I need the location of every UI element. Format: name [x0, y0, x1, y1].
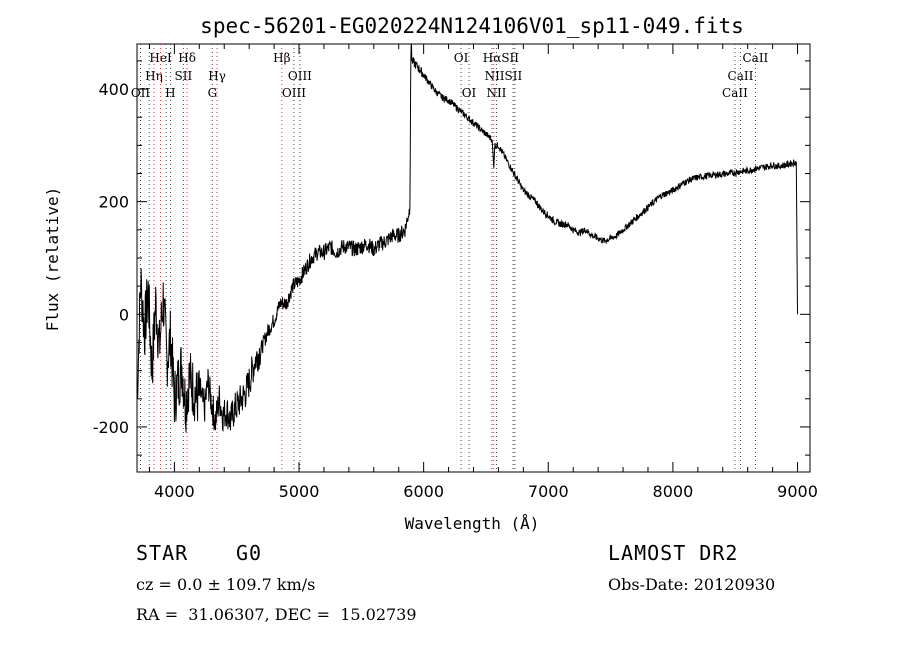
object-subclass: G0	[236, 541, 263, 565]
line-label: SII	[175, 69, 193, 83]
x-tick-label: 5000	[279, 482, 320, 501]
line-label: Hη	[145, 69, 163, 83]
line-label: HeI	[149, 51, 172, 65]
y-axis-label: Flux (relative)	[43, 187, 62, 332]
x-tick-label: 6000	[403, 482, 444, 501]
x-tick-label: 4000	[154, 482, 195, 501]
coordinates: RA = 31.06307, DEC = 15.02739	[136, 605, 417, 624]
object-class: STAR	[136, 541, 189, 565]
plot-frame	[136, 43, 811, 473]
line-label: OI	[462, 86, 477, 100]
y-tick-label: 400	[98, 80, 129, 99]
line-label: CaII	[742, 51, 768, 65]
line-label: OIII	[282, 86, 306, 100]
line-label: H	[165, 86, 175, 100]
line-label: NII	[486, 86, 506, 100]
line-label: HαSII	[483, 51, 520, 65]
plot-content: 4000 5000 6000 7000 8000 9000 -200 0 200 400 HeI Hδ…	[93, 43, 818, 501]
x-tick-label: 7000	[528, 482, 569, 501]
redshift-readout: cz = 0.0 ± 109.7 km/s	[136, 575, 316, 594]
spectrum-line	[136, 43, 798, 433]
survey-label: LAMOST DR2	[608, 541, 739, 565]
line-label: OIII	[288, 69, 312, 83]
x-tick-label: 9000	[777, 482, 818, 501]
line-label: OII	[131, 86, 151, 100]
y-tick-label: 0	[119, 305, 129, 324]
line-label: CaII	[728, 69, 754, 83]
y-tick-label: 200	[98, 193, 129, 212]
y-tick-label: -200	[93, 418, 129, 437]
x-tick-label: 8000	[653, 482, 694, 501]
line-label: G	[208, 86, 218, 100]
obs-date: Obs-Date: 20120930	[608, 575, 776, 594]
chart-title: spec-56201-EG020224N124106V01_sp11-049.f…	[200, 14, 744, 38]
line-label: CaII	[722, 86, 748, 100]
x-axis-label: Wavelength (Å)	[405, 514, 540, 533]
line-label: OI	[454, 51, 469, 65]
line-label: Hγ	[208, 69, 226, 83]
line-label: Hβ	[273, 51, 290, 65]
line-label: Hδ	[178, 51, 196, 65]
line-label: NIISII	[485, 69, 523, 83]
